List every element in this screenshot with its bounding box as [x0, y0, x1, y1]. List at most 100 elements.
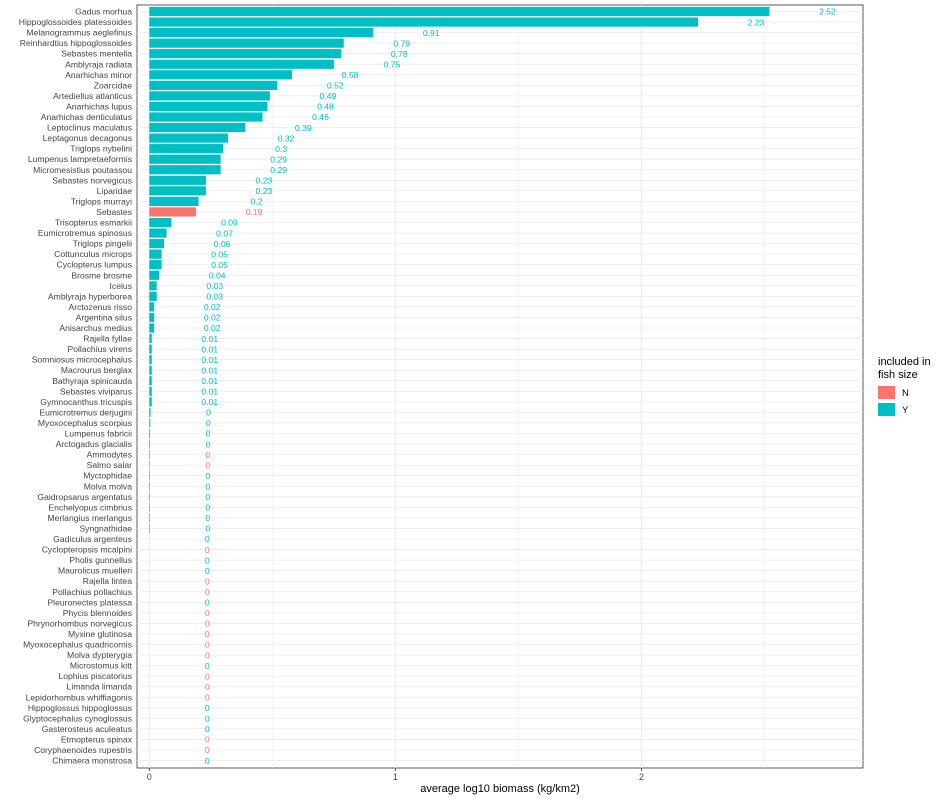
bar [149, 386, 152, 396]
bar [149, 28, 374, 38]
bar [149, 59, 334, 69]
category-label: Trisopterus esmarkii [55, 218, 132, 228]
category-label: Micromesistius poutassou [33, 165, 132, 175]
bar [149, 344, 152, 354]
plot-panel [136, 4, 864, 769]
category-label: Leptoclinus maculatus [47, 123, 132, 133]
data-label: 0 [205, 671, 210, 681]
data-label: 0.01 [201, 365, 218, 375]
category-label: Gymnocanthus tricuspis [40, 397, 132, 407]
category-label: Amblyraja hyperborea [48, 291, 132, 301]
category-label: Lepidorhombus whiffiagonis [26, 692, 132, 702]
bar [149, 217, 172, 228]
bar [149, 239, 165, 249]
bar [149, 418, 151, 428]
category-label: Phrynorhombus norvegicus [27, 618, 132, 628]
category-label: Lumpenus fabricii [65, 429, 132, 439]
data-label: 0.23 [256, 186, 273, 196]
data-label: 0 [205, 661, 210, 671]
bar [149, 112, 263, 122]
bar [149, 207, 197, 217]
category-label: Icelus [110, 281, 132, 291]
bar [149, 323, 155, 333]
x-axis-title: average log10 biomass (kg/km2) [420, 783, 580, 795]
legend-title-line-2: fish size [878, 369, 918, 381]
category-label: Brosme brosme [71, 270, 132, 280]
data-label: 0 [205, 503, 210, 513]
legend-label-n: N [902, 388, 909, 399]
category-label: Gaidropsarus argentatus [37, 492, 132, 502]
category-label: Ammodytes [87, 450, 132, 460]
category-label: Myoxocephalus quadricornis [23, 640, 132, 650]
data-label: 0 [206, 418, 211, 428]
data-label: 0 [205, 545, 210, 555]
bar [149, 460, 150, 470]
category-label: Melanogrammus aeglefinus [26, 28, 132, 38]
category-label: Arctozenus risso [68, 302, 132, 312]
bar [149, 133, 229, 143]
data-label: 0.03 [206, 292, 223, 302]
data-label: 0 [205, 692, 210, 702]
category-label: Anisarchus medius [59, 323, 132, 333]
bar [149, 439, 151, 449]
data-label: 0 [205, 576, 210, 586]
bar [149, 450, 151, 460]
category-label: Lumpenus lampretaeformis [28, 154, 132, 164]
bar [149, 196, 199, 206]
category-label: Pholis gunnellus [69, 555, 132, 565]
data-label: 0 [205, 714, 210, 724]
category-label: Rajella fyllae [83, 334, 132, 344]
data-label: 0.01 [201, 387, 218, 397]
data-label: 0 [205, 460, 210, 470]
data-label: 0.91 [423, 28, 440, 38]
data-label: 0.03 [206, 281, 223, 291]
bars [149, 6, 770, 534]
bar [149, 49, 342, 59]
bar [149, 38, 344, 48]
data-label: 0.48 [317, 102, 334, 112]
data-label: 0.2 [251, 197, 263, 207]
bar [149, 270, 160, 280]
category-label: Salmo salar [87, 460, 133, 470]
bar [149, 523, 150, 534]
data-label: 0.52 [327, 81, 344, 91]
data-label: 0.02 [204, 302, 221, 312]
data-label: 0 [205, 703, 210, 713]
data-label: 0 [206, 408, 211, 418]
category-label: Anarhichas lupus [66, 101, 132, 111]
legend-title-line-1: included in [878, 356, 931, 368]
x-tick-label: 0 [147, 772, 152, 782]
bar [149, 154, 221, 164]
data-label: 0.75 [384, 59, 401, 69]
data-label: 0.19 [246, 207, 263, 217]
category-label: Triglops pingelii [73, 239, 132, 249]
category-label: Anarhichas denticulatus [41, 112, 132, 122]
category-label: Coryphaenoides rupestris [34, 745, 132, 755]
data-label: 0 [205, 608, 210, 618]
legend-key-y [878, 403, 895, 416]
data-label: 0 [206, 450, 211, 460]
bar [149, 397, 152, 407]
category-label: Bathyraja spinicauda [52, 376, 132, 386]
data-label: 0 [205, 756, 210, 766]
data-label: 0.32 [278, 133, 295, 143]
data-label: 0 [205, 513, 210, 523]
category-label: Cyclopteropsis mcalpini [42, 545, 132, 555]
category-label: Glyptocephalus cynoglossus [23, 713, 132, 723]
data-label: 0.01 [201, 344, 218, 354]
data-label: 0 [205, 682, 210, 692]
bar [149, 144, 224, 154]
data-label: 0 [205, 629, 210, 639]
bar [149, 249, 162, 259]
data-label: 0 [206, 429, 211, 439]
bar [149, 502, 150, 512]
bar [149, 186, 206, 196]
category-label: Maurolicus muelleri [58, 566, 132, 576]
category-label: Pollachius pollachius [52, 587, 132, 597]
category-label: Microstomus kitt [70, 661, 133, 671]
bar [149, 80, 278, 90]
bar [149, 291, 157, 301]
bar [149, 228, 167, 238]
data-label: 0.01 [201, 397, 218, 407]
